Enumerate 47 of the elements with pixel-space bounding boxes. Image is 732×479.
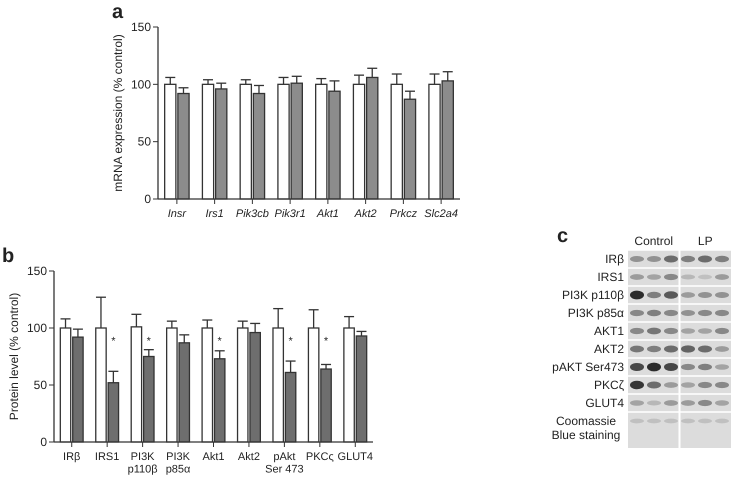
x-tick-label: PI3K p110β: [128, 451, 158, 476]
category-label: Coomassie Blue staining: [552, 414, 620, 442]
x-tick-label: Akt1: [316, 208, 339, 220]
x-tick-label: Akt2: [354, 208, 377, 220]
x-tick-label: Akt2: [238, 451, 260, 463]
y-tick-label: 0: [144, 192, 152, 206]
annotation: *: [111, 335, 116, 348]
y-tick-label: 100: [130, 77, 152, 92]
x-tick-label: Pik3cb: [236, 208, 269, 220]
category-label: AKT1: [594, 324, 624, 338]
x-tick-label: GLUT4: [338, 451, 374, 463]
chart-title: a: [112, 1, 124, 23]
y-tick-label: 50: [34, 378, 48, 392]
x-tick-label: Akt1: [202, 451, 225, 463]
category-label: pAKT Ser473: [552, 360, 624, 374]
x-tick-label: PKCς: [306, 451, 334, 463]
category-label: Control: [634, 234, 674, 248]
y-tick-label: 50: [138, 134, 152, 149]
x-tick-label: Irs1: [205, 208, 224, 220]
category-label: GLUT4: [585, 396, 624, 410]
annotation: *: [324, 335, 329, 348]
x-tick-label: pAkt Ser 473: [265, 451, 304, 476]
x-tick-label: IRS1: [94, 451, 120, 463]
y-tick-label: 0: [40, 435, 48, 449]
category-label: PI3K p85α: [568, 306, 624, 320]
chart-title: b: [2, 245, 14, 267]
x-tick-label: Prkcz: [390, 208, 418, 220]
x-tick-label: Pik3r1: [274, 208, 306, 220]
category-label: PI3K p110β: [562, 288, 624, 302]
x-tick-label: PI3K p85α: [166, 451, 192, 476]
x-tick-label: Insr: [168, 208, 188, 220]
category-label: PKCζ: [594, 378, 624, 392]
y-tick-label: 150: [130, 20, 152, 34]
y-axis-title: mRNA expression (% control): [111, 34, 125, 192]
text: c: [557, 225, 568, 247]
category-label: LP: [698, 234, 713, 248]
x-tick-label: IRβ: [63, 451, 80, 463]
y-tick-label: 150: [26, 264, 48, 278]
annotation: *: [218, 335, 223, 348]
category-label: IRβ: [605, 252, 624, 266]
category-label: IRS1: [597, 270, 624, 284]
y-axis-title: Protein level (% control): [7, 292, 21, 420]
annotation: *: [288, 335, 294, 348]
y-tick-label: 100: [26, 321, 48, 335]
x-tick-label: Slc2a4: [424, 208, 458, 220]
annotation: *: [146, 335, 152, 348]
category-label: AKT2: [594, 342, 624, 356]
